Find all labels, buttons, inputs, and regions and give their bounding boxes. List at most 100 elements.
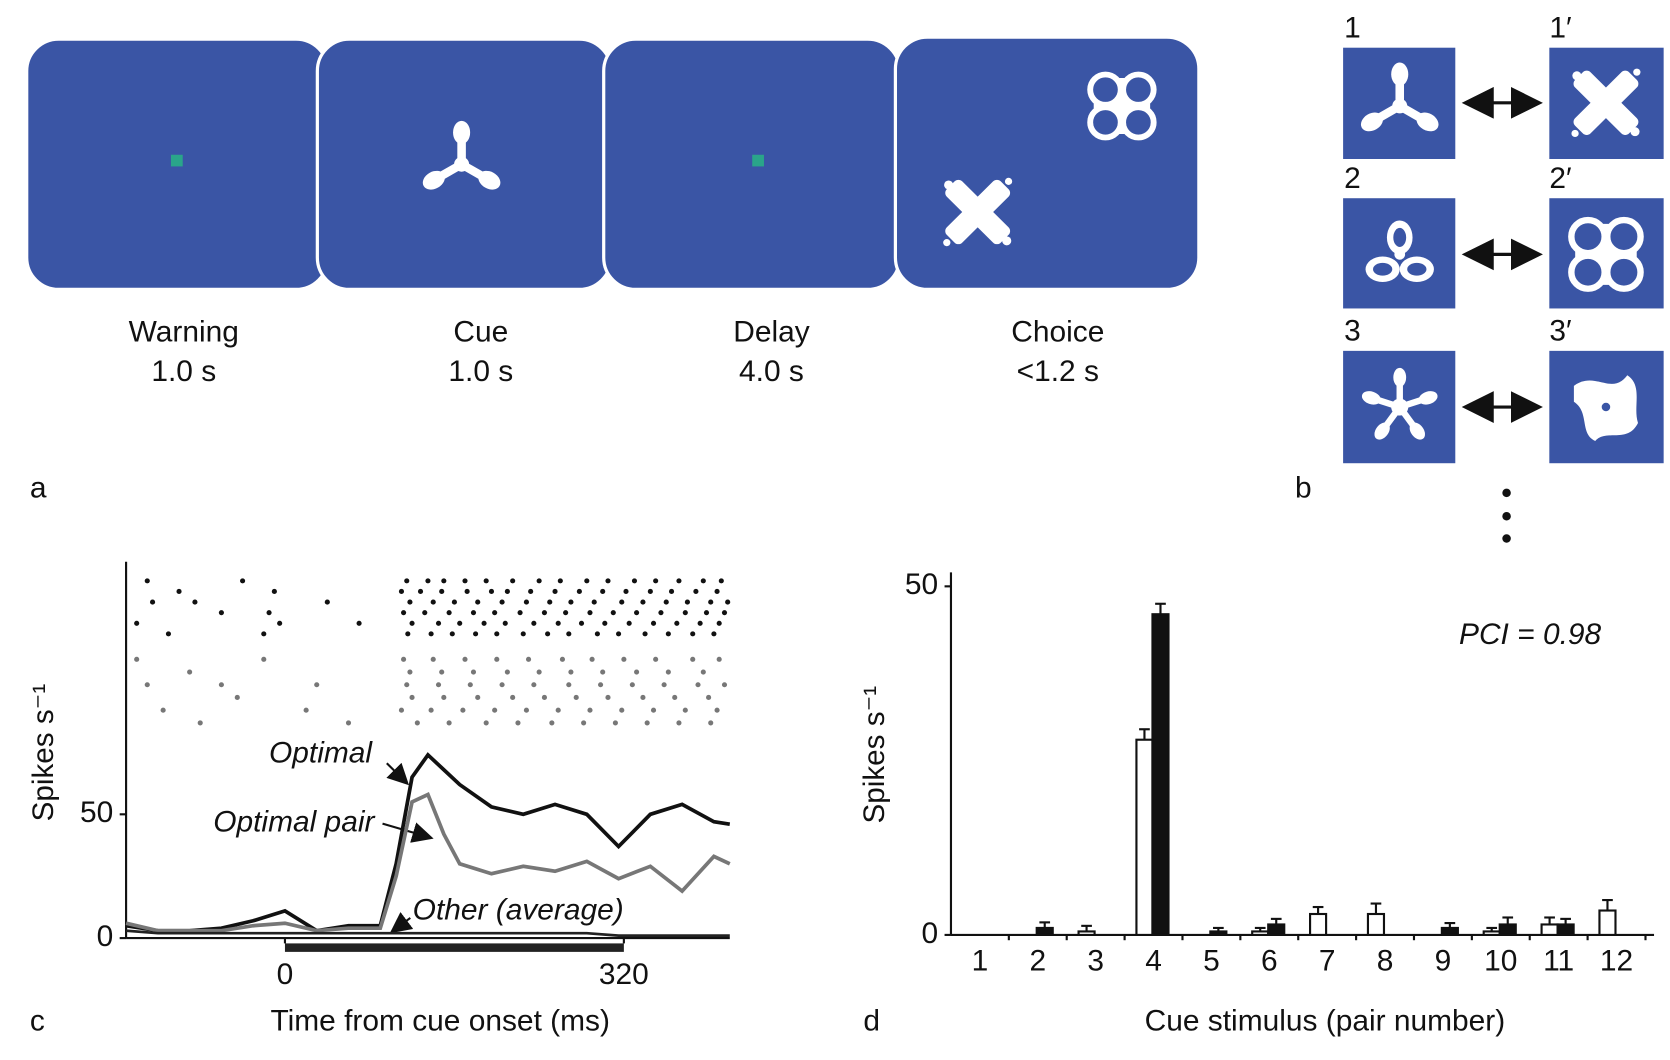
spike	[475, 694, 481, 701]
spike	[134, 656, 140, 662]
spike	[708, 599, 714, 605]
ellipsis-dot	[1502, 488, 1511, 498]
x-tick-label: 12	[1600, 944, 1633, 977]
spike	[504, 588, 510, 595]
pair-label: 3	[1344, 315, 1361, 348]
spike	[721, 682, 728, 688]
spike	[684, 599, 690, 605]
spike	[446, 720, 452, 726]
spike	[536, 578, 542, 584]
spike	[714, 707, 720, 713]
spike	[716, 656, 722, 662]
spike	[658, 610, 664, 616]
ellipsis-dot	[1502, 511, 1511, 521]
spike	[640, 599, 646, 605]
spike	[473, 631, 479, 637]
spike	[621, 656, 627, 662]
spike	[266, 610, 272, 616]
x-tick-label: 3	[1087, 944, 1104, 977]
y-tick-label: 50	[80, 796, 113, 829]
annotation: Optimal pair	[213, 806, 375, 839]
spike	[523, 707, 529, 713]
spike	[528, 588, 534, 595]
spike	[631, 578, 638, 584]
spike	[404, 682, 410, 688]
y-tick-label: 50	[905, 568, 938, 601]
spike	[441, 578, 447, 584]
spike	[417, 588, 424, 595]
annotation-arrow	[386, 762, 410, 786]
spike	[616, 631, 622, 637]
pair-label: 2	[1344, 162, 1361, 195]
spike	[587, 707, 593, 713]
step-duration: <1.2 s	[1017, 355, 1099, 388]
spike	[422, 610, 428, 616]
spike	[502, 620, 508, 626]
spike	[176, 588, 182, 595]
spike	[144, 682, 150, 688]
spike	[647, 588, 653, 595]
spike	[303, 707, 309, 713]
spike	[721, 610, 728, 616]
spike	[439, 669, 445, 675]
spike	[552, 588, 558, 595]
spike	[504, 669, 510, 675]
spike	[398, 707, 405, 713]
spike	[700, 669, 706, 675]
spike	[531, 682, 537, 688]
spike	[271, 588, 277, 595]
pair-label: 2′	[1549, 162, 1572, 195]
spike	[483, 720, 489, 726]
panel-label: a	[30, 472, 47, 505]
spike	[218, 682, 224, 688]
spike	[566, 631, 572, 637]
ellipsis-dot	[1502, 534, 1511, 543]
spike	[693, 588, 699, 595]
spike	[451, 599, 457, 605]
spike	[409, 694, 415, 701]
spike	[475, 599, 481, 605]
spike	[531, 620, 537, 626]
spike	[467, 682, 473, 688]
x-tick-label: 320	[599, 958, 649, 991]
spike	[587, 610, 593, 616]
spike	[234, 694, 240, 701]
spike	[428, 707, 434, 713]
spike	[600, 588, 606, 595]
spike	[218, 610, 224, 616]
spike	[700, 578, 706, 584]
spike	[446, 610, 452, 616]
spike	[706, 694, 712, 701]
spike	[725, 599, 731, 605]
x-axis-label: Time from cue onset (ms)	[270, 1005, 609, 1038]
spike	[602, 620, 608, 626]
bar	[1440, 926, 1459, 936]
spike	[439, 588, 445, 595]
step-name: Cue	[453, 316, 508, 349]
spike	[515, 720, 521, 726]
spike	[401, 610, 407, 616]
spike	[481, 620, 487, 626]
spike	[653, 578, 659, 584]
spike	[277, 620, 283, 626]
spike	[697, 620, 703, 626]
bar	[1498, 923, 1517, 936]
bar	[1540, 923, 1559, 936]
spike	[555, 707, 561, 713]
spike	[563, 610, 569, 616]
panel-label: b	[1295, 472, 1312, 505]
x-tick-label: 9	[1435, 944, 1452, 977]
spike	[566, 682, 572, 688]
spike	[470, 610, 477, 616]
spike	[568, 599, 574, 605]
spike	[665, 669, 671, 675]
spike	[676, 720, 682, 726]
spike	[430, 656, 436, 662]
task-screens	[25, 35, 1201, 291]
pair-label: 1	[1344, 12, 1361, 45]
spike	[409, 620, 415, 626]
spike	[462, 578, 468, 584]
spike	[576, 588, 582, 595]
x-tick-label: 10	[1484, 944, 1517, 977]
spike	[547, 599, 553, 605]
